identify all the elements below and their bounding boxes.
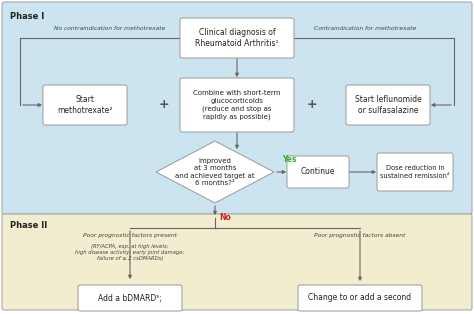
FancyBboxPatch shape — [2, 214, 472, 310]
FancyBboxPatch shape — [377, 153, 453, 191]
Text: Clinical diagnosis of
Rheumatoid Arthritis¹: Clinical diagnosis of Rheumatoid Arthrit… — [195, 28, 279, 48]
Polygon shape — [156, 141, 274, 203]
Text: Combine with short-term
glucocorticoids
(reduce and stop as
rapidly as possible): Combine with short-term glucocorticoids … — [193, 90, 281, 120]
Text: Add a bDMARD⁵;: Add a bDMARD⁵; — [98, 294, 162, 302]
Text: Dose reduction in
sustained remission⁴: Dose reduction in sustained remission⁴ — [380, 165, 450, 179]
Text: No: No — [219, 213, 231, 221]
Text: Change to or add a second: Change to or add a second — [309, 294, 411, 302]
Text: (RF/ACPA, esp. at high levels;
high disease activity; early joint damage;
failur: (RF/ACPA, esp. at high levels; high dise… — [75, 244, 185, 261]
Text: Poor prognostic factors present: Poor prognostic factors present — [83, 233, 177, 238]
Text: Yes: Yes — [282, 155, 296, 164]
FancyBboxPatch shape — [287, 156, 349, 188]
FancyBboxPatch shape — [43, 85, 127, 125]
FancyBboxPatch shape — [180, 18, 294, 58]
FancyBboxPatch shape — [2, 2, 472, 214]
Text: +: + — [307, 99, 317, 111]
Text: Continue: Continue — [301, 167, 335, 176]
Text: Start
methotrexate²: Start methotrexate² — [57, 95, 113, 115]
FancyBboxPatch shape — [298, 285, 422, 311]
Text: Poor prognostic factors absent: Poor prognostic factors absent — [314, 233, 406, 238]
Text: Phase II: Phase II — [10, 221, 47, 230]
Text: +: + — [159, 99, 169, 111]
Text: Phase I: Phase I — [10, 12, 44, 21]
Text: Contraindication for methotrexate: Contraindication for methotrexate — [314, 25, 416, 30]
FancyBboxPatch shape — [78, 285, 182, 311]
FancyBboxPatch shape — [346, 85, 430, 125]
FancyBboxPatch shape — [180, 78, 294, 132]
Text: No contraindication for methotrexate: No contraindication for methotrexate — [55, 25, 166, 30]
Text: Improved
at 3 months
and achieved target at
6 months?³: Improved at 3 months and achieved target… — [175, 158, 255, 186]
Text: Start leflunomide
or sulfasalazine: Start leflunomide or sulfasalazine — [355, 95, 421, 115]
